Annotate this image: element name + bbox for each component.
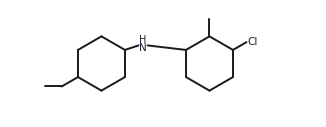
Text: H: H — [139, 35, 147, 45]
Text: Cl: Cl — [247, 37, 258, 47]
Text: N: N — [139, 43, 147, 53]
